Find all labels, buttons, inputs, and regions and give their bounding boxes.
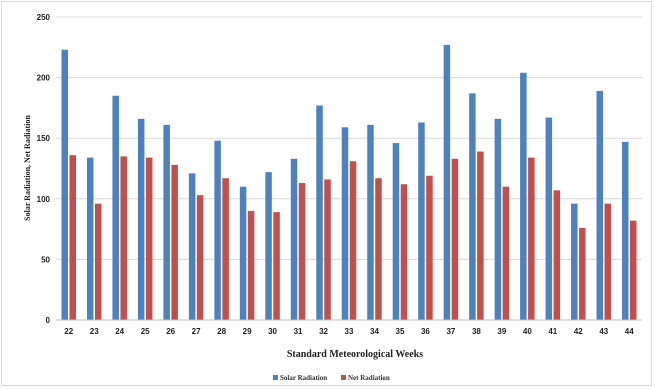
x-tick-label: 32 — [319, 327, 328, 336]
y-tick-label: 200 — [37, 74, 51, 83]
legend: Solar Radiation Net Radiation — [273, 374, 390, 382]
bar-net-radiation — [120, 156, 127, 320]
x-tick-label: 25 — [141, 327, 150, 336]
x-tick-label: 39 — [497, 327, 506, 336]
legend-label: Solar Radiation — [280, 374, 327, 382]
gridlines — [56, 16, 642, 260]
bars — [61, 44, 637, 321]
bar-net-radiation — [94, 203, 102, 320]
bar-net-radiation — [630, 220, 637, 320]
y-tick-label: 0 — [46, 316, 51, 325]
bar-net-radiation — [375, 178, 382, 320]
x-tick-labels: 22 23 24 25 26 27 28 29 30 31 32 33 34 35 36 37 38 39 40 41… — [64, 327, 634, 336]
x-tick-label: 33 — [345, 327, 354, 336]
x-tick-label: 28 — [217, 327, 226, 336]
x-tick-label: 41 — [548, 327, 557, 336]
x-axis-title: Standard Meteorological Weeks — [287, 349, 423, 360]
x-tick-label: 24 — [115, 327, 124, 336]
x-tick-label: 42 — [574, 327, 583, 336]
bar-net-radiation — [400, 184, 408, 320]
bar-solar-radiation — [316, 105, 323, 320]
bar-solar-radiation — [86, 157, 94, 320]
bar-solar-radiation — [214, 140, 221, 320]
legend-swatch — [341, 375, 346, 380]
bar-solar-radiation — [571, 203, 578, 320]
bar-net-radiation — [196, 195, 204, 320]
x-tick-label: 30 — [268, 327, 277, 336]
bar-solar-radiation — [469, 93, 476, 320]
y-tick-label: 50 — [41, 255, 50, 264]
bar-net-radiation — [451, 158, 459, 320]
x-tick-label: 36 — [421, 327, 430, 336]
bar-net-radiation — [553, 190, 561, 320]
bar-net-radiation — [477, 151, 484, 320]
bar-net-radiation — [273, 212, 280, 320]
x-tick-label: 43 — [599, 327, 608, 336]
x-tick-label: 34 — [370, 327, 379, 336]
bar-solar-radiation — [341, 127, 349, 321]
bar-solar-radiation — [545, 117, 553, 320]
y-tick-label: 250 — [37, 13, 51, 22]
bar-solar-radiation — [520, 72, 527, 320]
x-tick-label: 27 — [192, 327, 201, 336]
bar-net-radiation — [426, 175, 433, 320]
y-tick-labels: 0 50 100 150 200 250 — [37, 13, 51, 325]
x-tick-label: 31 — [294, 327, 303, 336]
x-tick-label: 40 — [523, 327, 532, 336]
bar-net-radiation — [579, 227, 586, 320]
x-tick-label: 23 — [90, 327, 99, 336]
y-axis-title: Solar Radiation, Net Radiation — [23, 115, 32, 221]
bar-net-radiation — [324, 179, 331, 320]
bar-solar-radiation — [367, 124, 374, 320]
bar-net-radiation — [502, 186, 510, 320]
y-tick-label: 100 — [37, 195, 51, 204]
x-tick-label: 38 — [472, 327, 481, 336]
bar-net-radiation — [145, 157, 153, 320]
bar-net-radiation — [604, 203, 612, 320]
bar-solar-radiation — [163, 124, 170, 320]
x-tick-label: 29 — [243, 327, 252, 336]
bar-net-radiation — [298, 183, 306, 320]
x-tick-label: 35 — [396, 327, 405, 336]
bar-solar-radiation — [494, 118, 502, 320]
x-tick-label: 44 — [625, 327, 634, 336]
bar-solar-radiation — [622, 141, 629, 320]
bar-net-radiation — [69, 155, 76, 320]
y-tick-label: 150 — [37, 134, 51, 143]
bar-net-radiation — [171, 164, 178, 320]
legend-label: Net Radiation — [348, 374, 390, 382]
legend-swatch — [273, 375, 278, 380]
bar-solar-radiation — [392, 143, 400, 320]
bar-solar-radiation — [596, 90, 604, 320]
bar-net-radiation — [222, 178, 229, 320]
bar-net-radiation — [349, 161, 357, 320]
bar-solar-radiation — [443, 44, 451, 320]
x-tick-label: 37 — [446, 327, 455, 336]
x-tick-label: 22 — [64, 327, 73, 336]
bar-solar-radiation — [290, 158, 298, 320]
bar-net-radiation — [528, 157, 535, 320]
bar-solar-radiation — [418, 122, 425, 320]
bar-solar-radiation — [137, 118, 145, 320]
bar-solar-radiation — [188, 173, 196, 320]
bar-solar-radiation — [61, 49, 68, 320]
bar-solar-radiation — [239, 186, 247, 320]
bar-solar-radiation — [112, 95, 119, 320]
bar-net-radiation — [247, 210, 255, 320]
x-tick-label: 26 — [166, 327, 175, 336]
bar-solar-radiation — [265, 172, 272, 320]
